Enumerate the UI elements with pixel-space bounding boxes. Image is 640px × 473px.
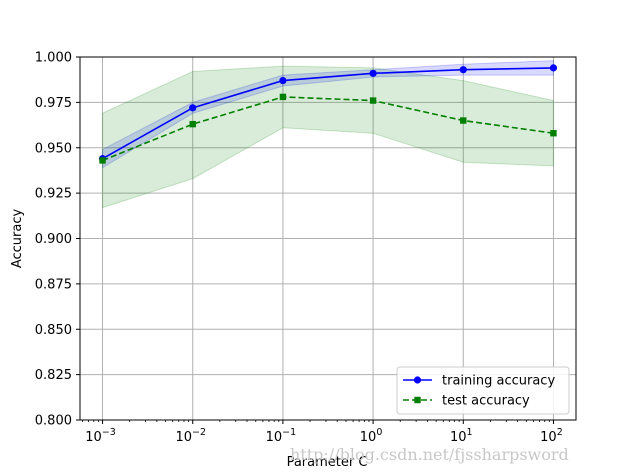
watermark: http://blog.csdn.net/fjssharpsword xyxy=(290,445,569,464)
marker-training xyxy=(549,64,558,72)
line-training xyxy=(102,67,554,160)
y-tick-label: 0.950 xyxy=(35,141,72,156)
y-tick-label: 0.900 xyxy=(35,232,72,247)
x-axis-label: Parameter C xyxy=(287,455,368,470)
y-tick-label: 0.975 xyxy=(35,96,72,111)
confidence-bands xyxy=(102,60,554,209)
y-tick-label: 0.825 xyxy=(35,368,72,383)
legend: training accuracy test accuracy xyxy=(396,366,570,415)
y-tick-label: 0.850 xyxy=(35,323,72,338)
marker-test xyxy=(279,93,287,101)
x-tick-label: 10−2 xyxy=(175,427,206,445)
y-tick-label: 0.925 xyxy=(35,187,72,202)
series-lines xyxy=(102,67,554,162)
legend-marker-training xyxy=(413,376,422,384)
y-tick-label: 0.875 xyxy=(35,277,72,292)
marker-training xyxy=(279,76,287,85)
y-tick-label: 0.800 xyxy=(35,414,72,429)
marker-test xyxy=(369,97,377,104)
y-tick-label: 1.000 xyxy=(35,51,72,66)
legend-label-training: training accuracy xyxy=(442,374,555,389)
marker-test xyxy=(189,120,196,128)
grid xyxy=(80,56,576,421)
marker-test xyxy=(99,157,106,164)
band-test xyxy=(102,65,554,209)
marker-test xyxy=(460,117,467,124)
x-tick-label: 10−1 xyxy=(266,427,297,445)
legend-marker-test xyxy=(414,396,421,404)
x-tick-label: 10−3 xyxy=(85,427,116,445)
x-tick-label: 100 xyxy=(360,427,383,445)
marker-training xyxy=(459,66,467,74)
series-markers xyxy=(98,64,558,164)
y-axis-label: Accuracy xyxy=(10,209,25,269)
line-test xyxy=(102,96,554,162)
x-tick-label: 101 xyxy=(450,427,473,445)
y-tick-labels: 0.800 0.825 0.850 0.875 0.900 0.925 0.950 0.975… xyxy=(35,51,72,429)
legend-label-test: test accuracy xyxy=(442,394,530,409)
x-tick-labels: 10−3 10−2 10−1 100 101 102 xyxy=(85,427,562,445)
marker-training xyxy=(369,69,377,77)
axis-ticks xyxy=(76,56,554,424)
marker-training xyxy=(189,104,197,112)
band-training xyxy=(102,60,554,169)
marker-test xyxy=(550,130,557,137)
x-tick-label: 102 xyxy=(540,427,563,445)
legend-box xyxy=(396,366,570,415)
